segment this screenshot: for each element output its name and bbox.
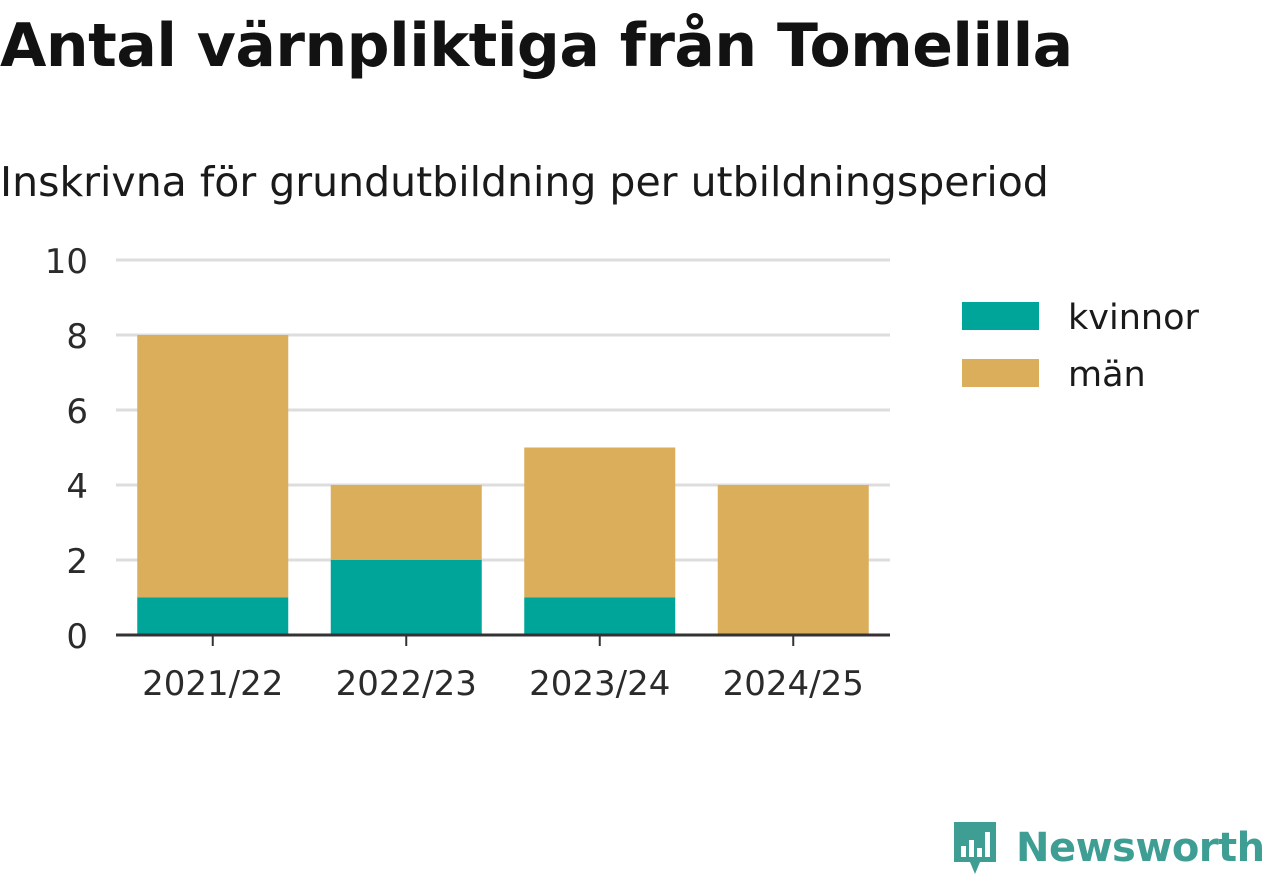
chart-subtitle: Inskrivna för grundutbildning per utbild… [0,158,1049,206]
chart-title: Antal värnpliktiga från Tomelilla [0,11,1073,81]
x-axis-ticks: 2021/22 2022/23 2023/24 2024/25 [142,635,864,704]
stacked-bar-chart: 0 2 4 6 8 10 2021/22 2022/23 2023/24 2024/25 kvi… [45,242,1200,704]
y-tick-label: 0 [66,617,88,657]
bar-segment-kvinnor [137,597,289,635]
bar-chart-speech-bubble-icon [954,822,996,874]
bar-segment-män [330,485,482,560]
bar-segment-män [137,335,289,598]
legend-label: män [1068,355,1146,395]
legend-swatch-kvinnor [962,302,1039,330]
y-tick-label: 2 [66,542,88,582]
brand-name: Newsworthy [1016,825,1262,871]
y-tick-label: 8 [66,317,88,357]
legend: kvinnor män [962,298,1199,395]
x-tick-label: 2024/25 [723,664,864,704]
y-tick-label: 4 [66,467,88,507]
x-tick-label: 2021/22 [142,664,283,704]
bars [137,335,869,635]
bar-segment-kvinnor [330,560,482,635]
legend-swatch-män [962,359,1039,387]
bar-segment-män [524,447,676,598]
newsworthy-logo: Newsworthy [950,818,1262,878]
y-tick-label: 10 [45,242,88,282]
y-axis-ticks: 0 2 4 6 8 10 [45,242,88,657]
y-tick-label: 6 [66,392,88,432]
x-tick-label: 2023/24 [529,664,670,704]
bar-segment-män [717,485,869,635]
legend-label: kvinnor [1068,298,1199,338]
x-tick-label: 2022/23 [336,664,477,704]
bar-segment-kvinnor [524,597,676,635]
